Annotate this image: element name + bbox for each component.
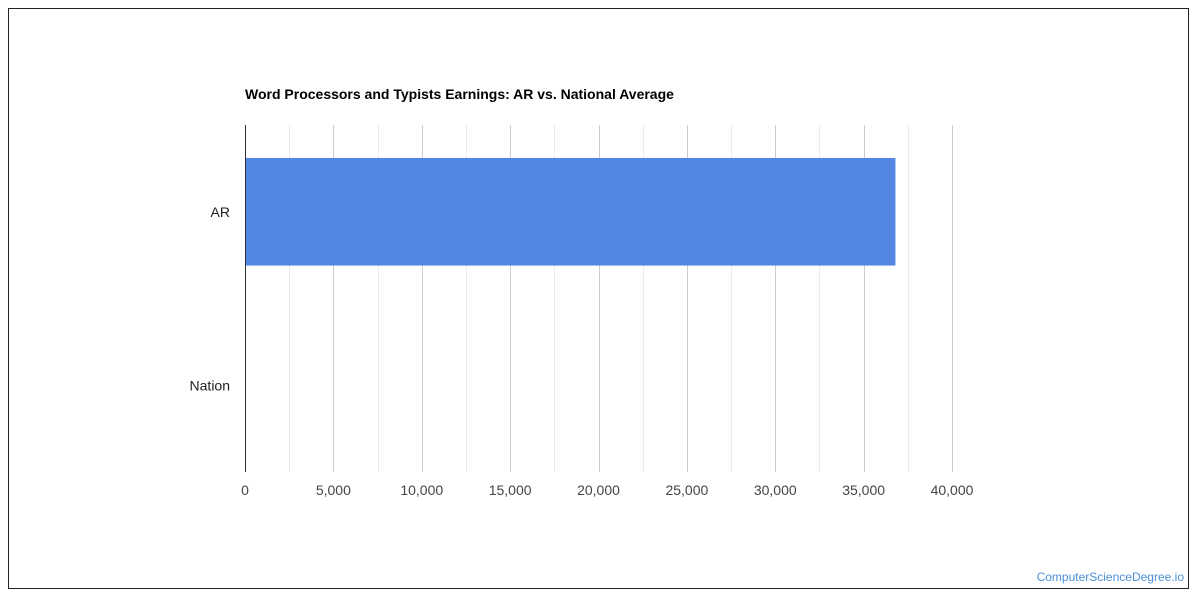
bars <box>245 157 896 266</box>
x-tick-label: 0 <box>241 482 249 498</box>
x-tick-label: 5,000 <box>316 482 351 498</box>
x-tick-label: 15,000 <box>489 482 532 498</box>
x-tick-label: 30,000 <box>754 482 797 498</box>
x-tick-label: 35,000 <box>842 482 885 498</box>
x-tick-label: 25,000 <box>665 482 708 498</box>
chart-frame <box>8 8 1189 589</box>
category-label-ar: AR <box>211 204 230 220</box>
x-axis-tick-labels: 0 5,000 10,000 15,000 20,000 25,000 30,000 35,0… <box>241 482 974 498</box>
x-tick-label: 10,000 <box>400 482 443 498</box>
chart-title: Word Processors and Typists Earnings: AR… <box>245 86 674 102</box>
site-watermark[interactable]: ComputerScienceDegree.io <box>1036 570 1184 584</box>
y-axis-category-labels: AR Nation <box>190 204 230 394</box>
category-label-nation: Nation <box>190 377 230 393</box>
bar-ar[interactable] <box>245 157 896 266</box>
x-tick-label: 40,000 <box>931 482 974 498</box>
x-tick-label: 20,000 <box>577 482 620 498</box>
